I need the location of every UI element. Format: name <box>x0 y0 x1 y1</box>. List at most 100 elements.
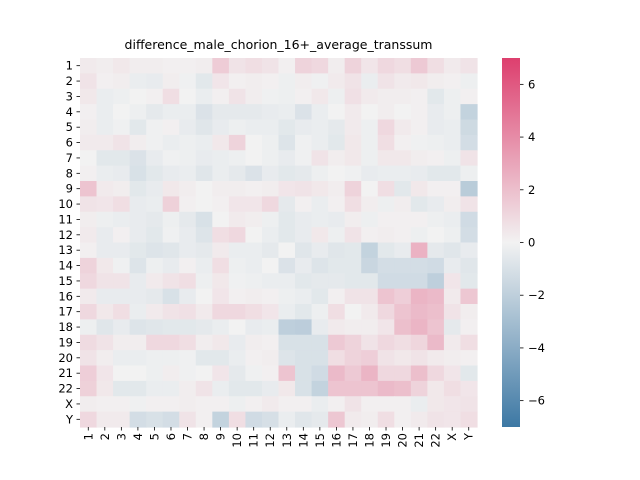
heatmap-cell <box>179 396 197 413</box>
heatmap-cell <box>179 119 197 136</box>
heatmap-cell <box>377 411 395 428</box>
heatmap-cell <box>261 73 280 90</box>
heatmap-cell <box>361 257 379 274</box>
heatmap-cell <box>427 273 445 290</box>
heatmap-cell <box>212 165 230 182</box>
heatmap-cell <box>96 411 114 428</box>
heatmap-cell <box>278 319 296 336</box>
heatmap-cell <box>113 350 131 367</box>
heatmap-cell <box>410 150 428 167</box>
heatmap-cell <box>278 181 296 197</box>
x-tick-label: 9 <box>214 433 228 440</box>
heatmap-cell <box>377 319 395 336</box>
heatmap-cell <box>394 196 412 213</box>
heatmap-cell <box>344 288 362 305</box>
heatmap-cell <box>195 88 213 105</box>
heatmap-cell <box>113 257 131 274</box>
heatmap-cell <box>195 211 213 228</box>
heatmap-cell <box>443 411 462 428</box>
heatmap-cell <box>146 396 164 413</box>
heatmap-cell <box>162 380 180 397</box>
heatmap-cell <box>146 58 164 74</box>
heatmap-cell <box>162 334 180 351</box>
heatmap-cell <box>278 211 296 228</box>
heatmap-cell <box>80 365 98 382</box>
heatmap-cell <box>377 181 395 197</box>
heatmap-cell <box>377 58 395 74</box>
heatmap-cell <box>179 196 197 213</box>
heatmap-cell <box>113 319 131 336</box>
heatmap-cell <box>228 273 247 290</box>
heatmap-cell <box>295 58 313 74</box>
heatmap-cell <box>195 104 213 121</box>
heatmap-cell <box>261 319 280 336</box>
heatmap-cell <box>146 150 164 167</box>
heatmap-cell <box>377 104 395 121</box>
heatmap-cell <box>410 196 428 213</box>
heatmap-cell <box>129 288 147 305</box>
heatmap-cell <box>113 134 131 151</box>
x-tick-label: 13 <box>280 433 294 448</box>
heatmap-cell <box>96 365 114 382</box>
heatmap-cell <box>162 181 180 197</box>
heatmap-cell <box>344 411 362 428</box>
heatmap-cell <box>146 411 164 428</box>
heatmap-cell <box>278 288 296 305</box>
heatmap-cell <box>295 396 313 413</box>
colorbar-tick-label: 0 <box>528 236 535 250</box>
heatmap-cell <box>113 58 131 74</box>
heatmap-cell <box>328 119 346 136</box>
heatmap-cell <box>361 181 379 197</box>
heatmap-cell <box>245 380 263 397</box>
heatmap-cell <box>195 350 213 367</box>
heatmap-cell <box>245 104 263 121</box>
heatmap-cell <box>410 181 428 197</box>
heatmap-cell <box>195 411 213 428</box>
heatmap-cell <box>113 150 131 167</box>
heatmap-cell <box>162 365 180 382</box>
heatmap-cell <box>311 257 329 274</box>
heatmap-cell <box>443 380 462 397</box>
heatmap-cell <box>261 288 280 305</box>
heatmap-cell <box>311 334 329 351</box>
heatmap-cell <box>96 73 114 90</box>
y-tick-label: 21 <box>58 366 73 380</box>
heatmap-cell <box>410 304 428 320</box>
x-tick-label: Y <box>462 432 476 441</box>
heatmap-cell <box>427 411 445 428</box>
heatmap-cell <box>129 150 147 167</box>
heatmap-cell <box>460 58 478 74</box>
heatmap-cell <box>377 350 395 367</box>
heatmap-cell <box>460 304 478 320</box>
heatmap-cell <box>443 104 462 121</box>
heatmap-cell <box>295 134 313 151</box>
heatmap-cell <box>129 396 147 413</box>
heatmap-cell <box>146 288 164 305</box>
heatmap-cell <box>295 257 313 274</box>
heatmap-cell <box>228 119 247 136</box>
heatmap-cell <box>377 304 395 320</box>
heatmap-cell <box>195 380 213 397</box>
heatmap-cell <box>162 288 180 305</box>
heatmap-cell <box>80 334 98 351</box>
heatmap-cell <box>245 119 263 136</box>
heatmap-cell <box>427 304 445 320</box>
heatmap-cell <box>162 165 180 182</box>
heatmap-cell <box>80 273 98 290</box>
heatmap-cell <box>228 104 247 121</box>
heatmap-cell <box>377 227 395 244</box>
heatmap-cell <box>443 150 462 167</box>
heatmap-cell <box>295 181 313 197</box>
heatmap-cell <box>195 150 213 167</box>
heatmap-cell <box>195 73 213 90</box>
heatmap-cell <box>162 88 180 105</box>
heatmap-cell <box>344 273 362 290</box>
heatmap-cell <box>410 288 428 305</box>
heatmap-cell <box>96 211 114 228</box>
heatmap-cell <box>410 104 428 121</box>
heatmap-cell <box>212 319 230 336</box>
heatmap-cell <box>261 257 280 274</box>
heatmap-cell <box>212 58 230 74</box>
heatmap-cell <box>377 119 395 136</box>
